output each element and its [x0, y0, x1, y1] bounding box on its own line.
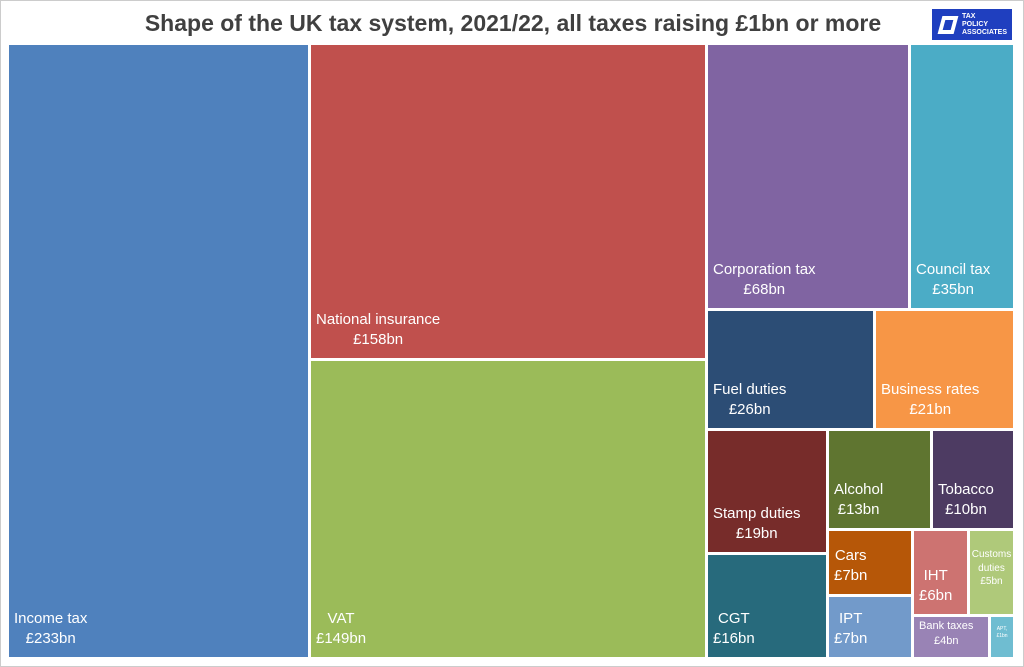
cell-label: National insurance £158bn — [316, 310, 440, 351]
cell-value: £7bn — [834, 629, 868, 647]
cell-value: £35bn — [932, 280, 974, 298]
cell-name: CGT — [718, 609, 750, 627]
treemap-cell-council-tax: Council tax £35bn — [911, 45, 1015, 310]
cell-value: £233bn — [25, 629, 76, 647]
cell-value: £149bn — [316, 629, 367, 647]
cell-value: £21bn — [909, 400, 952, 418]
cell-value: £7bn — [834, 566, 868, 584]
treemap-cell-fuel-duties: Fuel duties £26bn — [708, 311, 875, 430]
treemap-cell-income-tax: Income tax £233bn — [9, 45, 310, 659]
treemap-cell-business-rates: Business rates £21bn — [876, 311, 1015, 430]
cell-label: Fuel duties £26bn — [713, 380, 786, 421]
cell-label: Tobacco £10bn — [938, 480, 994, 521]
logo-line: TAX — [962, 12, 976, 20]
cell-name: Cars — [834, 546, 867, 564]
cell-name: Stamp duties — [713, 504, 801, 522]
treemap-cell-corporation-tax: Corporation tax £68bn — [708, 45, 910, 310]
cell-value: £158bn — [353, 330, 404, 348]
treemap-cell-alcohol: Alcohol £13bn — [829, 431, 932, 530]
logo-line: ASSOCIATES — [962, 28, 1007, 36]
cell-label: Council tax £35bn — [916, 260, 990, 301]
cell-name: Income tax — [14, 609, 88, 627]
cell-value: £13bn — [837, 500, 880, 518]
cell-name: Council tax — [916, 260, 991, 278]
cell-value: £10bn — [945, 500, 987, 518]
cell-name: Business rates — [881, 380, 980, 398]
cell-label: VAT £149bn — [316, 609, 366, 650]
cell-label: CGT £16bn — [713, 609, 755, 650]
treemap-cell-customs-duties: Customs duties £5bn — [970, 531, 1015, 616]
cell-name: Fuel duties — [713, 380, 787, 398]
cell-value: £68bn — [743, 280, 786, 298]
cell-label: Income tax £233bn — [14, 609, 87, 650]
treemap-cell-tobacco: Tobacco £10bn — [933, 431, 1015, 530]
cell-label: Corporation tax £68bn — [713, 260, 816, 301]
cell-label: Business rates £21bn — [881, 380, 979, 421]
cell-value: £19bn — [735, 524, 778, 542]
logo-line: POLICY — [962, 20, 989, 28]
treemap-cell-stamp-duties: Stamp duties £19bn — [708, 431, 828, 554]
treemap-cell-cars: Cars £7bn — [829, 531, 913, 596]
cell-label: Cars £7bn — [834, 546, 867, 587]
cell-name: IHT — [923, 566, 948, 584]
cell-name: Corporation tax — [713, 260, 816, 278]
cell-value: £1bn — [996, 633, 1008, 639]
cell-name: IPT — [839, 609, 863, 627]
logo-mark-icon — [937, 15, 959, 34]
cell-label: APT, £1bn — [996, 626, 1007, 640]
cell-value: £6bn — [919, 586, 953, 604]
cell-name: Customs duties — [971, 549, 1012, 574]
cell-value: £16bn — [713, 629, 755, 647]
treemap-cell-apt: APT, £1bn — [991, 617, 1015, 659]
cell-name: APT, — [996, 626, 1008, 633]
cell-label: Stamp duties £19bn — [713, 504, 801, 545]
cell-value: £4bn — [933, 635, 959, 648]
cell-name: Alcohol — [834, 480, 884, 498]
treemap-cell-national-insurance: National insurance £158bn — [311, 45, 707, 360]
cell-label: Alcohol £13bn — [834, 480, 883, 521]
cell-name: VAT — [327, 609, 355, 627]
cell-label: Customs duties £5bn — [971, 548, 1012, 589]
cell-name: Tobacco — [938, 480, 994, 498]
cell-label: IHT £6bn — [919, 566, 952, 607]
treemap-cell-iht: IHT £6bn — [914, 531, 969, 616]
chart-title: Shape of the UK tax system, 2021/22, all… — [144, 10, 882, 36]
cell-label: Bank taxes £4bn — [919, 619, 973, 649]
treemap-cell-bank-taxes: Bank taxes £4bn — [914, 617, 990, 659]
cell-value: £5bn — [980, 576, 1003, 588]
tax-policy-associates-logo: TAX POLICY ASSOCIATES — [932, 9, 1012, 40]
cell-name: National insurance — [316, 310, 441, 328]
treemap-cell-cgt: CGT £16bn — [708, 555, 828, 659]
treemap-cell-ipt: IPT £7bn — [829, 597, 913, 659]
cell-label: IPT £7bn — [834, 609, 867, 650]
treemap-cell-vat: VAT £149bn — [311, 361, 707, 659]
cell-value: £26bn — [728, 400, 771, 418]
cell-name: Bank taxes — [919, 620, 974, 633]
